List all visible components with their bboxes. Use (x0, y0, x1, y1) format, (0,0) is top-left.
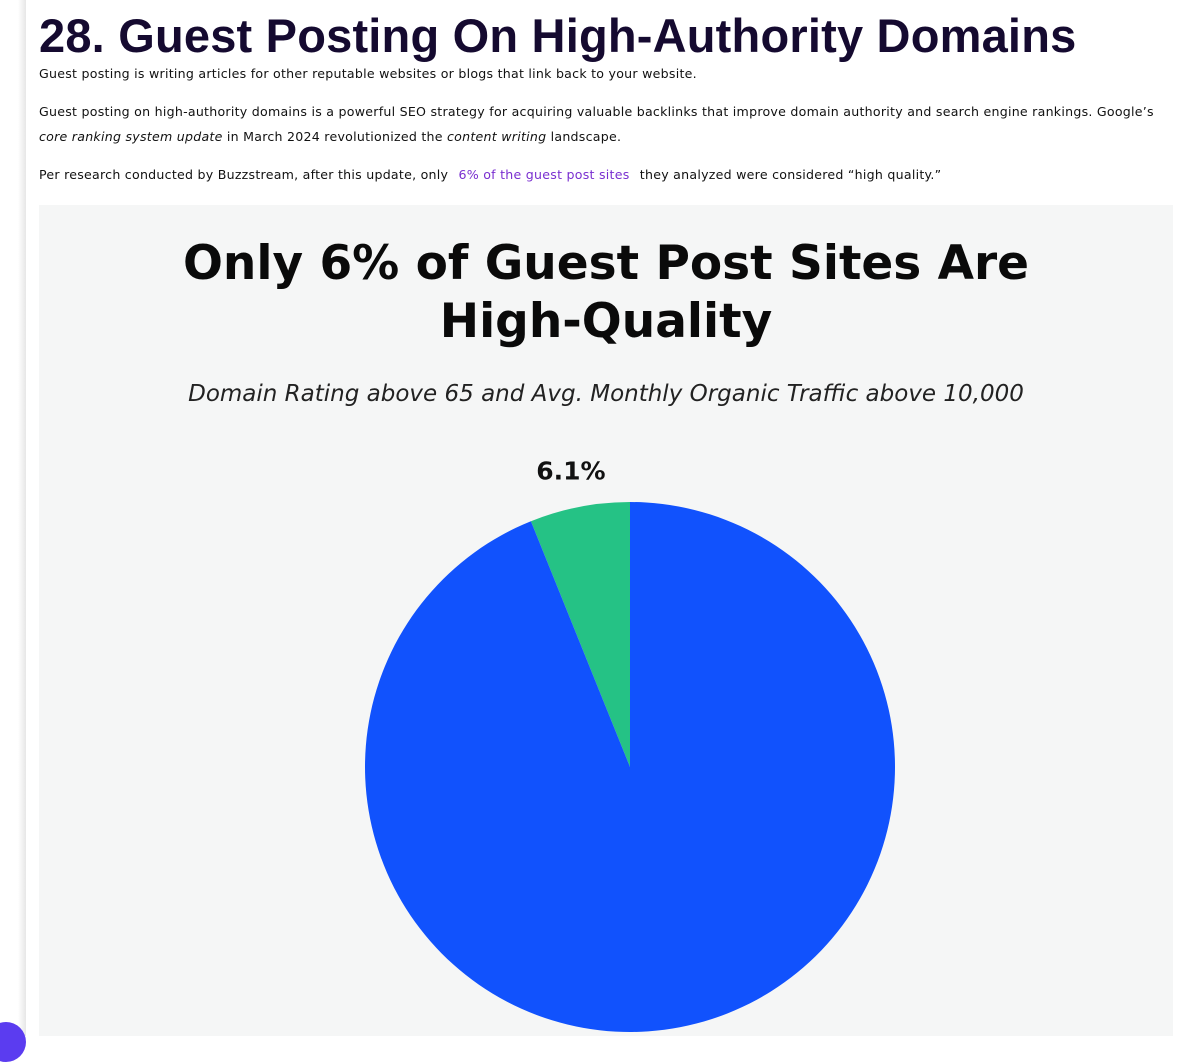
link[interactable]: 6% of the guest post sites (458, 167, 630, 182)
emphasis: core ranking system update (39, 129, 223, 144)
text: in March 2024 revolutionized the (222, 129, 447, 144)
paragraph: Guest posting on high-authority domains … (39, 99, 1184, 149)
text: landscape. (546, 129, 622, 144)
chart: 6.1% Only 6% of Guest Post Sites Are Hig… (39, 205, 1173, 1036)
sidebar-edge (0, 0, 26, 1036)
slice-label: 6.1% (536, 456, 605, 485)
emphasis: content writing (447, 129, 547, 144)
heading: 28. Guest Posting On High-Authority Doma… (39, 9, 1077, 62)
pie-slice (365, 502, 895, 1032)
pie-chart: 6.1% (365, 456, 895, 1032)
paragraph: Guest posting is writing articles for ot… (39, 61, 1184, 86)
text: Per research conducted by Buzzstream, af… (39, 167, 453, 182)
paragraph: Per research conducted by Buzzstream, af… (39, 162, 1184, 187)
chart-subtitle: Domain Rating above 65 and Avg. Monthly … (188, 381, 1024, 407)
text: they analyzed were considered “high qual… (635, 167, 942, 182)
chart-title: Only 6% of Guest Post Sites Are High-Qua… (182, 236, 1030, 349)
pie-slice (530, 502, 630, 767)
text: Guest posting on high-authority domains … (39, 104, 1154, 119)
text: Guest posting is writing articles for ot… (39, 66, 697, 81)
